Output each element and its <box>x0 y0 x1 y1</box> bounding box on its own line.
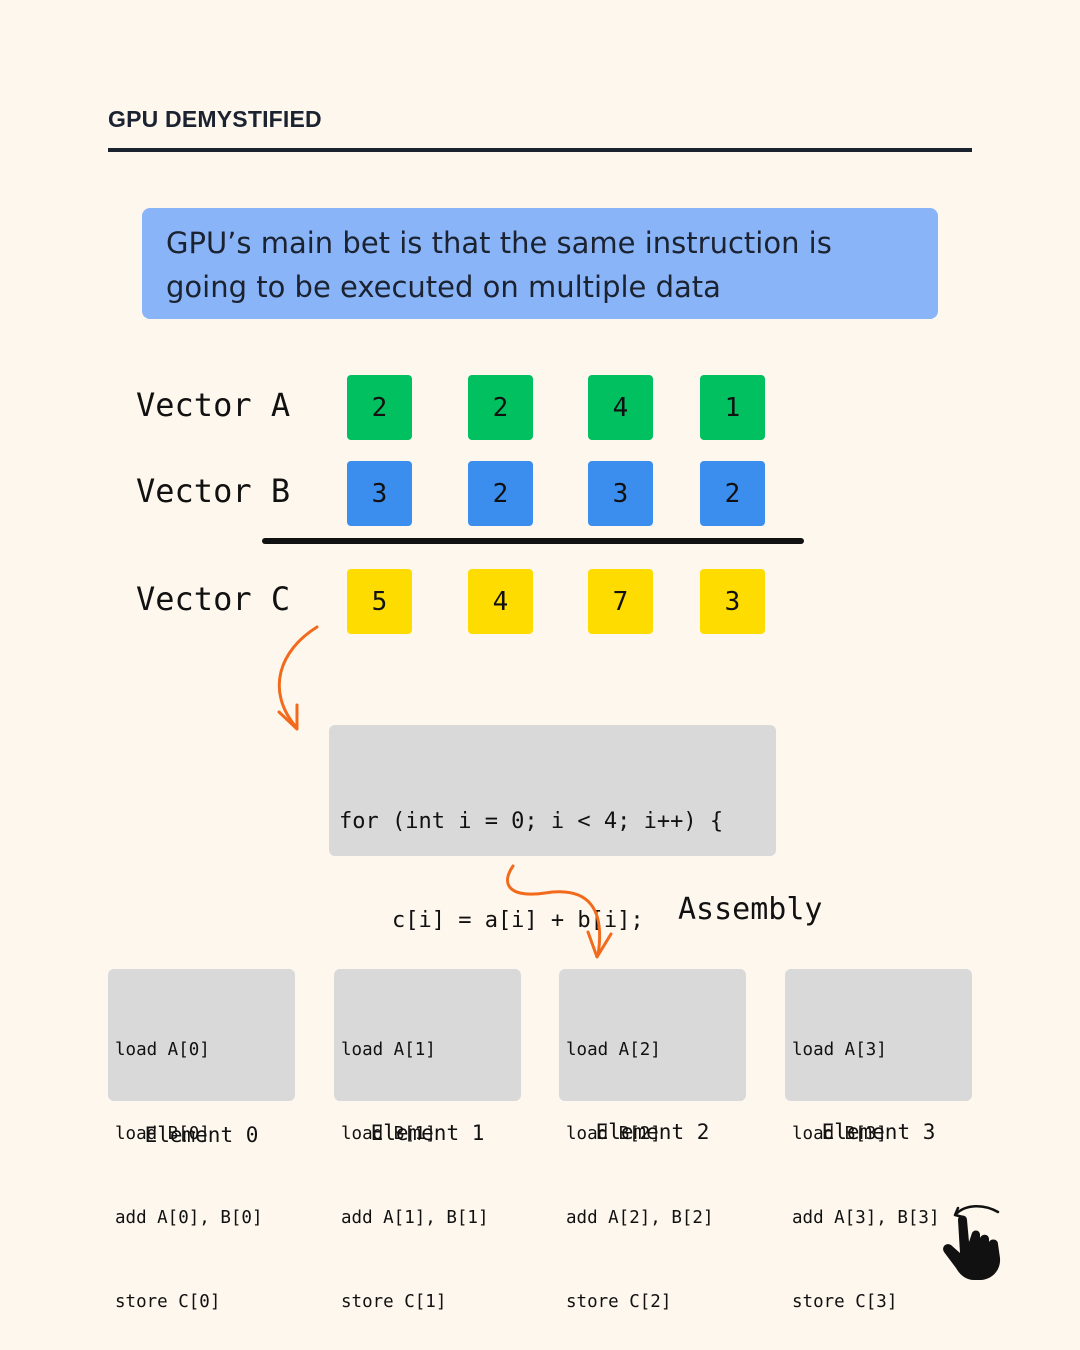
vector-a-cell: 1 <box>700 375 765 440</box>
assembly-box-element-0: load A[0] load B[0] add A[0], B[0] store… <box>108 969 295 1312</box>
asm-line: add A[0], B[0] <box>115 1208 263 1228</box>
vector-a-cell: 2 <box>468 375 533 440</box>
asm-line: load A[1] <box>341 1040 436 1060</box>
vector-c-cell: 5 <box>347 569 412 634</box>
assembly-box-element-3: load A[3] load B[3] add A[3], B[3] store… <box>785 969 972 1312</box>
asm-line: store C[1] <box>341 1292 447 1312</box>
vector-b-cell: 2 <box>468 461 533 526</box>
element-label-1: Element 1 <box>370 1121 485 1145</box>
asm-line: load A[2] <box>566 1040 661 1060</box>
asm-line: store C[3] <box>792 1292 898 1312</box>
vector-c-label: Vector C <box>136 580 291 618</box>
asm-line: load B[0] <box>115 1124 210 1144</box>
callout-line-2: going to be executed on multiple data <box>166 270 721 304</box>
assembly-box-element-2: load A[2] load B[2] add A[2], B[2] store… <box>559 969 746 1312</box>
code-line: for (int i = 0; i < 4; i++) { <box>339 809 724 834</box>
header-title: GPU DEMYSTIFIED <box>108 106 322 132</box>
vector-c-cell: 4 <box>468 569 533 634</box>
vector-a-cell: 2 <box>347 375 412 440</box>
asm-line: store C[0] <box>115 1292 221 1312</box>
asm-line: load A[3] <box>792 1040 887 1060</box>
asm-line: add A[1], B[1] <box>341 1208 489 1228</box>
code-block: for (int i = 0; i < 4; i++) { c[i] = a[i… <box>329 725 776 1032</box>
assembly-label: Assembly <box>678 892 823 927</box>
assembly-box-element-1: load A[1] load B[1] add A[1], B[1] store… <box>334 969 521 1312</box>
asm-line: load B[2] <box>566 1124 661 1144</box>
vector-c-cell: 3 <box>700 569 765 634</box>
vector-b-cell: 2 <box>700 461 765 526</box>
asm-line: load A[0] <box>115 1040 210 1060</box>
asm-line: load B[3] <box>792 1124 887 1144</box>
callout-line-1: GPU’s main bet is that the same instruct… <box>166 226 832 260</box>
header-divider <box>108 148 972 152</box>
element-label-3: Element 3 <box>821 1120 936 1144</box>
vector-a-cell: 4 <box>588 375 653 440</box>
element-label-0: Element 0 <box>144 1123 259 1147</box>
asm-line: add A[2], B[2] <box>566 1208 714 1228</box>
vector-a-label: Vector A <box>136 386 291 424</box>
vector-b-cell: 3 <box>347 461 412 526</box>
sum-divider <box>262 538 804 544</box>
vector-c-cell: 7 <box>588 569 653 634</box>
vector-b-label: Vector B <box>136 472 291 510</box>
asm-line: load B[1] <box>341 1124 436 1144</box>
asm-line: add A[3], B[3] <box>792 1208 940 1228</box>
element-label-2: Element 2 <box>595 1120 710 1144</box>
vector-b-cell: 3 <box>588 461 653 526</box>
swipe-hand-icon[interactable] <box>936 1200 1008 1282</box>
callout-box: GPU’s main bet is that the same instruct… <box>142 208 938 319</box>
asm-line: store C[2] <box>566 1292 672 1312</box>
